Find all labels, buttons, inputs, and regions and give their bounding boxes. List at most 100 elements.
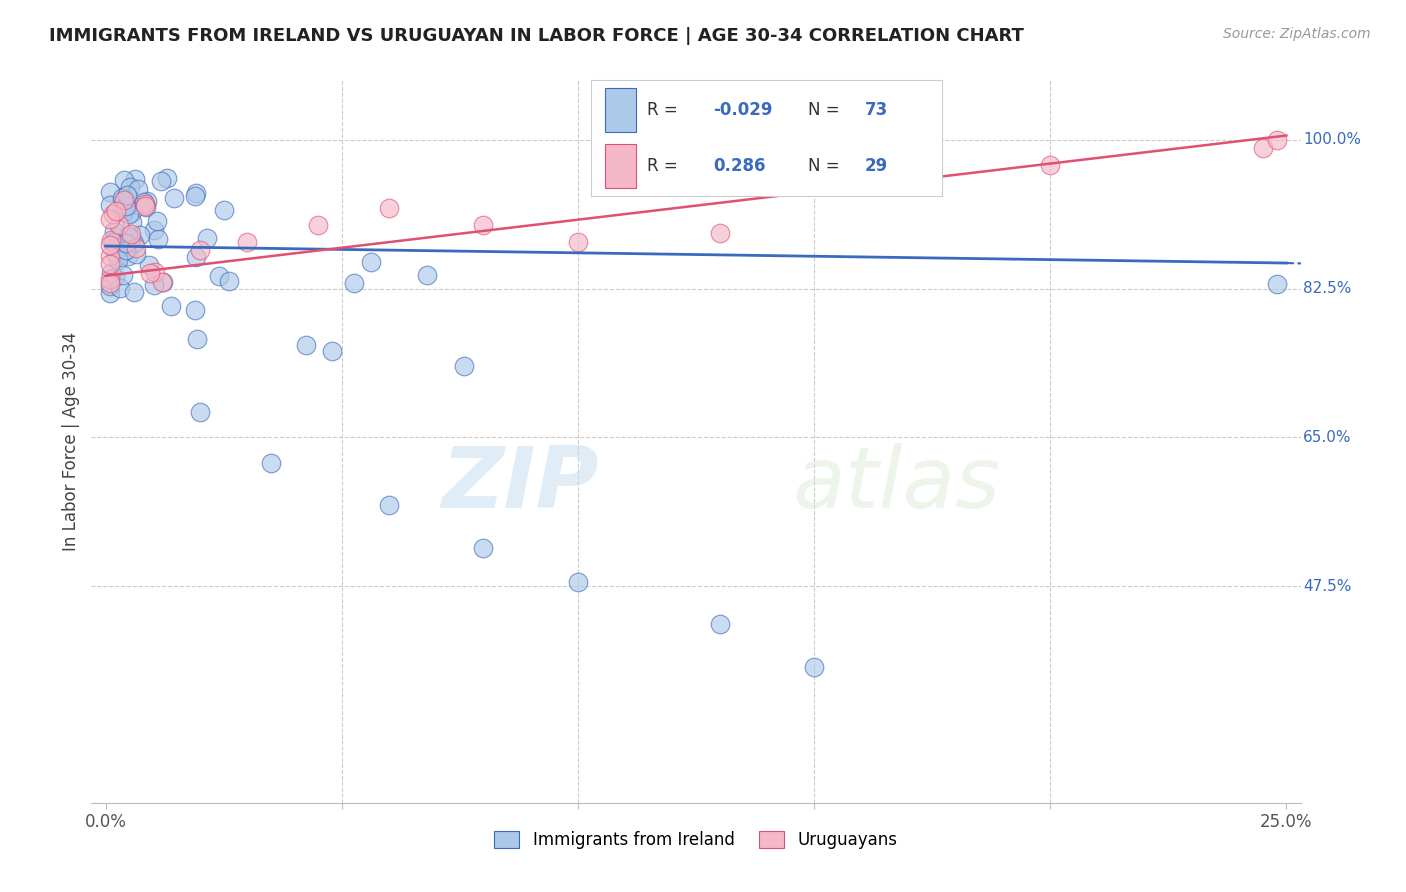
Point	[114, 244, 136, 258]
Point	[160, 299, 183, 313]
Bar	[605, 88, 636, 132]
Point	[1265, 277, 1288, 292]
Point	[143, 223, 166, 237]
Point	[98, 285, 121, 300]
Text: 73: 73	[865, 102, 889, 120]
Point	[122, 285, 145, 299]
Point	[134, 197, 156, 211]
Point	[186, 250, 208, 264]
Point	[101, 235, 124, 249]
Point	[100, 266, 122, 280]
Text: -0.029: -0.029	[713, 102, 773, 120]
Point	[108, 281, 131, 295]
Point	[1039, 158, 1062, 172]
Point	[343, 276, 366, 290]
Y-axis label: In Labor Force | Age 30-34: In Labor Force | Age 30-34	[62, 332, 80, 551]
Point	[136, 194, 159, 208]
Point	[295, 337, 318, 351]
Point	[132, 195, 155, 210]
Point	[472, 541, 495, 555]
Point	[709, 227, 731, 241]
Point	[360, 254, 382, 268]
Point	[98, 197, 121, 211]
Text: 0.286: 0.286	[713, 157, 766, 175]
Text: ZIP: ZIP	[441, 443, 599, 526]
Point	[124, 247, 146, 261]
Text: 65.0%: 65.0%	[1303, 430, 1351, 445]
Text: N =: N =	[808, 102, 839, 120]
Point	[1265, 133, 1288, 147]
Point	[120, 227, 142, 241]
Legend: Immigrants from Ireland, Uruguayans: Immigrants from Ireland, Uruguayans	[488, 824, 904, 856]
Point	[134, 198, 156, 212]
Point	[124, 241, 146, 255]
Point	[98, 185, 121, 199]
Text: Source: ZipAtlas.com: Source: ZipAtlas.com	[1223, 27, 1371, 41]
Text: N =: N =	[808, 157, 839, 175]
Point	[184, 189, 207, 203]
Point	[260, 456, 283, 470]
Point	[145, 214, 167, 228]
Point	[98, 238, 121, 252]
Point	[105, 249, 128, 263]
Point	[163, 190, 186, 204]
Point	[98, 279, 121, 293]
Point	[112, 193, 135, 207]
Point	[98, 272, 121, 286]
Point	[188, 244, 211, 258]
Point	[208, 269, 231, 284]
Point	[129, 227, 152, 242]
Point	[111, 205, 134, 219]
Point	[152, 275, 174, 289]
Point	[156, 170, 179, 185]
Point	[117, 229, 139, 244]
Point	[127, 181, 149, 195]
Point	[112, 193, 135, 207]
Point	[103, 207, 125, 221]
Point	[415, 268, 437, 282]
Point	[378, 498, 401, 512]
Point	[117, 249, 139, 263]
Point	[453, 359, 475, 373]
Point	[98, 211, 121, 226]
Text: 100.0%: 100.0%	[1303, 132, 1361, 147]
Point	[107, 229, 129, 244]
Point	[851, 175, 873, 189]
Point	[121, 204, 143, 219]
Point	[212, 202, 235, 217]
Point	[150, 275, 173, 289]
Point	[112, 173, 135, 187]
Text: R =: R =	[647, 157, 678, 175]
Point	[186, 186, 208, 200]
Point	[567, 574, 589, 589]
Point	[135, 201, 157, 215]
Point	[118, 207, 141, 221]
Point	[112, 268, 135, 283]
Point	[122, 236, 145, 251]
Point	[98, 277, 121, 291]
Point	[803, 660, 825, 674]
Point	[117, 202, 139, 216]
Point	[115, 188, 138, 202]
Point	[100, 233, 122, 247]
Point	[307, 218, 329, 232]
Point	[108, 218, 131, 232]
Point	[107, 252, 129, 267]
Point	[121, 215, 143, 229]
Point	[120, 231, 142, 245]
Point	[115, 199, 138, 213]
Point	[1251, 141, 1274, 155]
Point	[184, 303, 207, 318]
Point	[98, 257, 121, 271]
Point	[567, 235, 589, 249]
Point	[472, 218, 495, 232]
Text: 82.5%: 82.5%	[1303, 281, 1351, 296]
Point	[114, 235, 136, 250]
Text: 47.5%: 47.5%	[1303, 579, 1351, 593]
Point	[98, 249, 121, 263]
Point	[321, 343, 343, 358]
Point	[378, 201, 401, 215]
Text: 29: 29	[865, 157, 889, 175]
Point	[218, 274, 240, 288]
Text: R =: R =	[647, 102, 678, 120]
